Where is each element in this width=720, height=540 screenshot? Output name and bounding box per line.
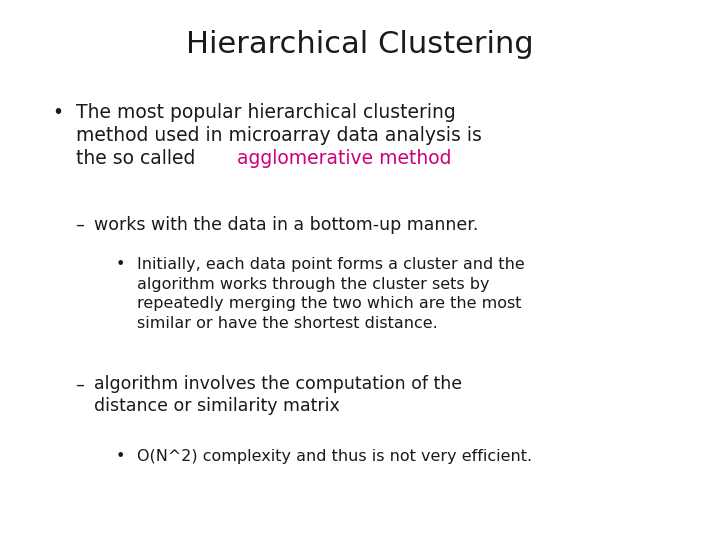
Text: •: •	[52, 103, 63, 122]
Text: repeatedly merging the two which are the most: repeatedly merging the two which are the…	[137, 296, 521, 312]
Text: algorithm works through the cluster sets by: algorithm works through the cluster sets…	[137, 277, 490, 292]
Text: •: •	[115, 257, 125, 272]
Text: –: –	[76, 216, 84, 234]
Text: Hierarchical Clustering: Hierarchical Clustering	[186, 30, 534, 59]
Text: distance or similarity matrix: distance or similarity matrix	[94, 397, 339, 415]
Text: O(N^2) complexity and thus is not very efficient.: O(N^2) complexity and thus is not very e…	[137, 449, 532, 464]
Text: –: –	[76, 375, 84, 393]
Text: agglomerative method: agglomerative method	[238, 149, 452, 168]
Text: the so called: the so called	[76, 149, 201, 168]
Text: •: •	[115, 449, 125, 464]
Text: similar or have the shortest distance.: similar or have the shortest distance.	[137, 316, 438, 331]
Text: The most popular hierarchical clustering: The most popular hierarchical clustering	[76, 103, 455, 122]
Text: method used in microarray data analysis is: method used in microarray data analysis …	[76, 126, 482, 145]
Text: works with the data in a bottom-up manner.: works with the data in a bottom-up manne…	[94, 216, 478, 234]
Text: Initially, each data point forms a cluster and the: Initially, each data point forms a clust…	[137, 257, 525, 272]
Text: algorithm involves the computation of the: algorithm involves the computation of th…	[94, 375, 462, 393]
